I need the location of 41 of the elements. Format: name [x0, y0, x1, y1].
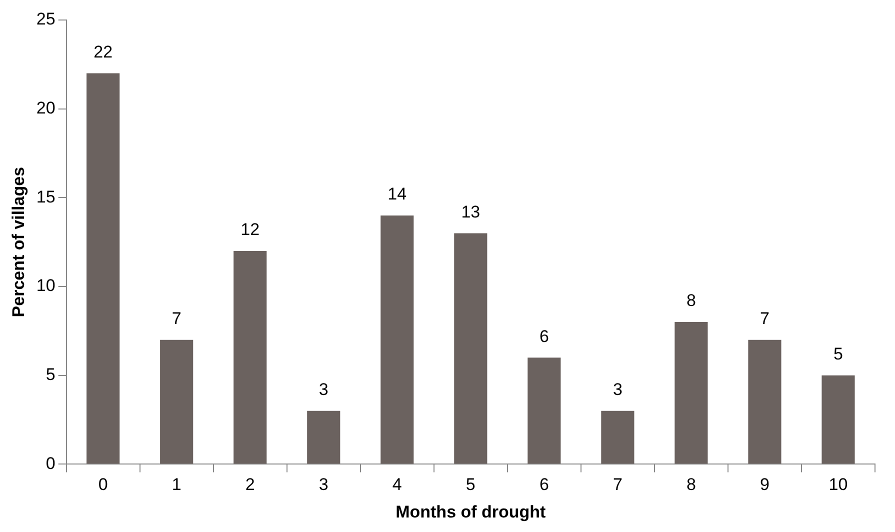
y-tick-label: 20: [36, 98, 56, 118]
bar: [160, 340, 194, 464]
data-label: 22: [94, 42, 113, 62]
bar: [307, 410, 340, 464]
data-label: 8: [686, 291, 696, 310]
bar: [674, 322, 708, 464]
bar: [822, 375, 855, 464]
x-tick-label: 4: [392, 475, 402, 494]
x-axis-title: Months of drought: [396, 502, 546, 522]
data-label: 7: [172, 309, 182, 328]
bar: [601, 410, 634, 464]
data-label: 5: [834, 344, 843, 364]
data-label: 3: [318, 380, 328, 400]
x-tick-label: 5: [466, 475, 476, 494]
x-tick-label: 1: [172, 475, 182, 494]
y-tick-label: 15: [36, 187, 56, 206]
x-tick-label: 3: [318, 475, 328, 494]
bar: [454, 233, 488, 464]
bar: [86, 73, 120, 464]
y-tick-label: 25: [36, 10, 56, 29]
data-label: 3: [612, 380, 622, 400]
bar: [748, 340, 782, 464]
data-label: 7: [760, 309, 770, 328]
data-label: 12: [240, 220, 260, 240]
bar: [528, 358, 561, 464]
y-tick-label: 0: [46, 454, 56, 473]
x-tick-label: 8: [686, 475, 696, 494]
y-tick-label: 10: [36, 276, 56, 296]
data-label: 13: [461, 202, 480, 222]
data-label: 14: [388, 184, 407, 204]
y-axis-title: Percent of villages: [8, 166, 28, 318]
x-tick-label: 10: [828, 475, 848, 494]
x-tick-label: 9: [760, 475, 770, 494]
x-tick-label: 7: [612, 475, 622, 494]
y-tick-label: 5: [46, 365, 56, 384]
x-tick-label: 6: [539, 475, 549, 494]
bar: [380, 215, 414, 464]
bar: [234, 250, 267, 464]
data-label: 6: [539, 326, 549, 346]
x-tick-label: 0: [98, 475, 108, 494]
x-tick-label: 2: [245, 475, 255, 494]
